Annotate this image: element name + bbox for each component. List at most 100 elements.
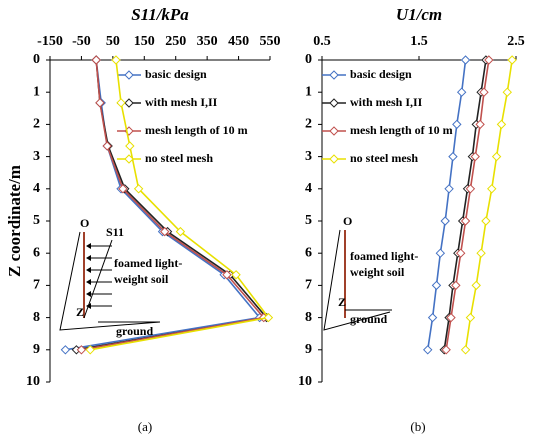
y-tick-label: 6 bbox=[305, 245, 312, 260]
marker bbox=[484, 55, 494, 65]
legend-label: no steel mesh bbox=[145, 151, 213, 165]
y-tick-label: 2 bbox=[305, 117, 312, 132]
y-tick-label: 10 bbox=[26, 374, 40, 389]
marker bbox=[471, 280, 481, 291]
legend-marker bbox=[124, 70, 134, 80]
marker bbox=[431, 280, 442, 291]
inset-diagram bbox=[59, 231, 161, 331]
y-tick-label: 7 bbox=[305, 278, 312, 293]
legend-label: mesh length of 10 m bbox=[350, 123, 453, 137]
marker bbox=[460, 216, 471, 226]
annotation: O bbox=[80, 216, 89, 230]
x-tick-label: 350 bbox=[197, 34, 218, 49]
legend-label: mesh length of 10 m bbox=[145, 123, 248, 137]
legend-label: no steel mesh bbox=[350, 151, 418, 165]
annotation: weight soil bbox=[350, 265, 405, 279]
legend-label: basic design bbox=[145, 67, 207, 81]
chart-title: U1/cm bbox=[396, 5, 442, 24]
y-tick-label: 7 bbox=[33, 278, 40, 293]
y-tick-label: 8 bbox=[33, 310, 40, 325]
marker bbox=[476, 248, 486, 258]
annotation: foamed light- bbox=[114, 256, 182, 270]
marker bbox=[460, 55, 471, 65]
y-tick-label: 5 bbox=[305, 213, 312, 228]
marker bbox=[507, 55, 517, 65]
y-tick-label: 0 bbox=[305, 52, 312, 67]
chart-title: S11/kPa bbox=[131, 5, 189, 24]
marker bbox=[102, 141, 112, 151]
marker bbox=[133, 184, 144, 194]
y-tick-label: 9 bbox=[305, 342, 312, 357]
annotation: S11 bbox=[106, 225, 124, 239]
y-tick-label: 6 bbox=[33, 245, 40, 260]
marker bbox=[435, 248, 446, 258]
marker bbox=[470, 151, 480, 162]
marker bbox=[444, 184, 454, 194]
marker bbox=[441, 345, 451, 355]
series-line bbox=[445, 59, 490, 350]
marker bbox=[423, 345, 433, 355]
marker bbox=[222, 270, 232, 280]
caption: (b) bbox=[410, 419, 425, 434]
marker bbox=[456, 248, 466, 258]
marker bbox=[491, 151, 502, 162]
marker bbox=[451, 280, 461, 291]
marker bbox=[76, 345, 87, 355]
marker bbox=[231, 270, 241, 280]
y-tick-label: 9 bbox=[33, 342, 40, 357]
y-tick-label: 10 bbox=[298, 374, 312, 389]
inset-diagram bbox=[323, 229, 392, 331]
y-tick-label: 2 bbox=[33, 117, 40, 132]
legend-marker bbox=[329, 126, 339, 136]
y-tick-label: 3 bbox=[305, 149, 312, 164]
x-tick-label: 550 bbox=[260, 34, 281, 49]
legend-label: basic design bbox=[350, 67, 412, 81]
marker bbox=[456, 87, 467, 97]
marker bbox=[496, 119, 507, 130]
y-tick-label: 5 bbox=[33, 213, 40, 228]
marker bbox=[460, 345, 471, 355]
y-tick-label: 1 bbox=[305, 84, 312, 99]
y-tick-label: 0 bbox=[33, 52, 40, 67]
marker bbox=[440, 216, 450, 226]
caption: (a) bbox=[138, 419, 152, 434]
marker bbox=[502, 87, 512, 97]
annotation: Z bbox=[76, 305, 84, 319]
annotation: ground bbox=[350, 312, 387, 326]
annotation: ground bbox=[116, 324, 153, 338]
legend-marker bbox=[329, 98, 339, 108]
series-line bbox=[443, 59, 487, 350]
legend-label: with mesh I,II bbox=[350, 95, 423, 109]
marker bbox=[263, 312, 274, 323]
marker bbox=[91, 55, 101, 65]
y-tick-label: 4 bbox=[305, 181, 312, 196]
series-line bbox=[65, 59, 262, 351]
series-line bbox=[464, 59, 513, 350]
x-tick-label: 250 bbox=[165, 34, 186, 49]
marker bbox=[475, 119, 485, 130]
annotation: weight soil bbox=[114, 272, 169, 286]
legend-marker bbox=[124, 154, 134, 164]
x-tick-label: 150 bbox=[134, 34, 155, 49]
x-tick-label: 450 bbox=[228, 34, 249, 49]
marker bbox=[452, 119, 462, 130]
marker bbox=[448, 151, 458, 162]
legend-marker bbox=[329, 154, 339, 164]
y-tick-label: 4 bbox=[33, 181, 40, 196]
marker bbox=[160, 226, 170, 237]
marker bbox=[465, 312, 476, 323]
annotation: O bbox=[343, 214, 352, 228]
legend-marker bbox=[329, 70, 339, 80]
y-tick-label: 1 bbox=[33, 84, 40, 99]
series-line bbox=[81, 59, 266, 351]
marker bbox=[427, 312, 438, 323]
x-tick-label: -50 bbox=[72, 34, 91, 49]
marker bbox=[175, 226, 186, 237]
marker bbox=[116, 98, 126, 108]
x-tick-label: -150 bbox=[37, 34, 63, 49]
marker bbox=[95, 98, 105, 108]
y-tick-label: 3 bbox=[33, 149, 40, 164]
x-tick-label: 0.5 bbox=[313, 34, 331, 49]
marker bbox=[125, 141, 135, 151]
